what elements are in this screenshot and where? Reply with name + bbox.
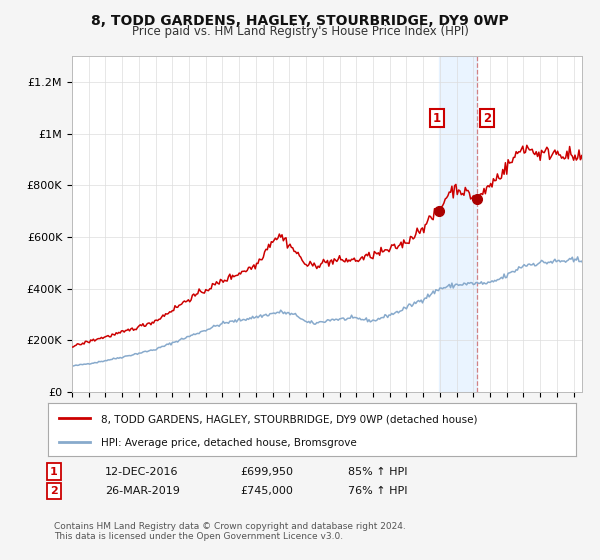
- Text: 2: 2: [50, 486, 58, 496]
- Text: 26-MAR-2019: 26-MAR-2019: [105, 486, 180, 496]
- Bar: [439, 56, 478, 392]
- Text: 12-DEC-2016: 12-DEC-2016: [105, 466, 179, 477]
- Text: 8, TODD GARDENS, HAGLEY, STOURBRIDGE, DY9 0WP (detached house): 8, TODD GARDENS, HAGLEY, STOURBRIDGE, DY…: [101, 414, 478, 424]
- Text: 8, TODD GARDENS, HAGLEY, STOURBRIDGE, DY9 0WP: 8, TODD GARDENS, HAGLEY, STOURBRIDGE, DY…: [91, 14, 509, 28]
- Text: 1: 1: [433, 111, 440, 124]
- Text: HPI: Average price, detached house, Bromsgrove: HPI: Average price, detached house, Brom…: [101, 437, 356, 447]
- Text: Contains HM Land Registry data © Crown copyright and database right 2024.
This d: Contains HM Land Registry data © Crown c…: [54, 522, 406, 542]
- Text: 1: 1: [50, 466, 58, 477]
- Text: 2: 2: [483, 111, 491, 124]
- Text: Price paid vs. HM Land Registry's House Price Index (HPI): Price paid vs. HM Land Registry's House …: [131, 25, 469, 38]
- Text: 85% ↑ HPI: 85% ↑ HPI: [348, 466, 407, 477]
- Text: £699,950: £699,950: [240, 466, 293, 477]
- Text: £745,000: £745,000: [240, 486, 293, 496]
- Text: 76% ↑ HPI: 76% ↑ HPI: [348, 486, 407, 496]
